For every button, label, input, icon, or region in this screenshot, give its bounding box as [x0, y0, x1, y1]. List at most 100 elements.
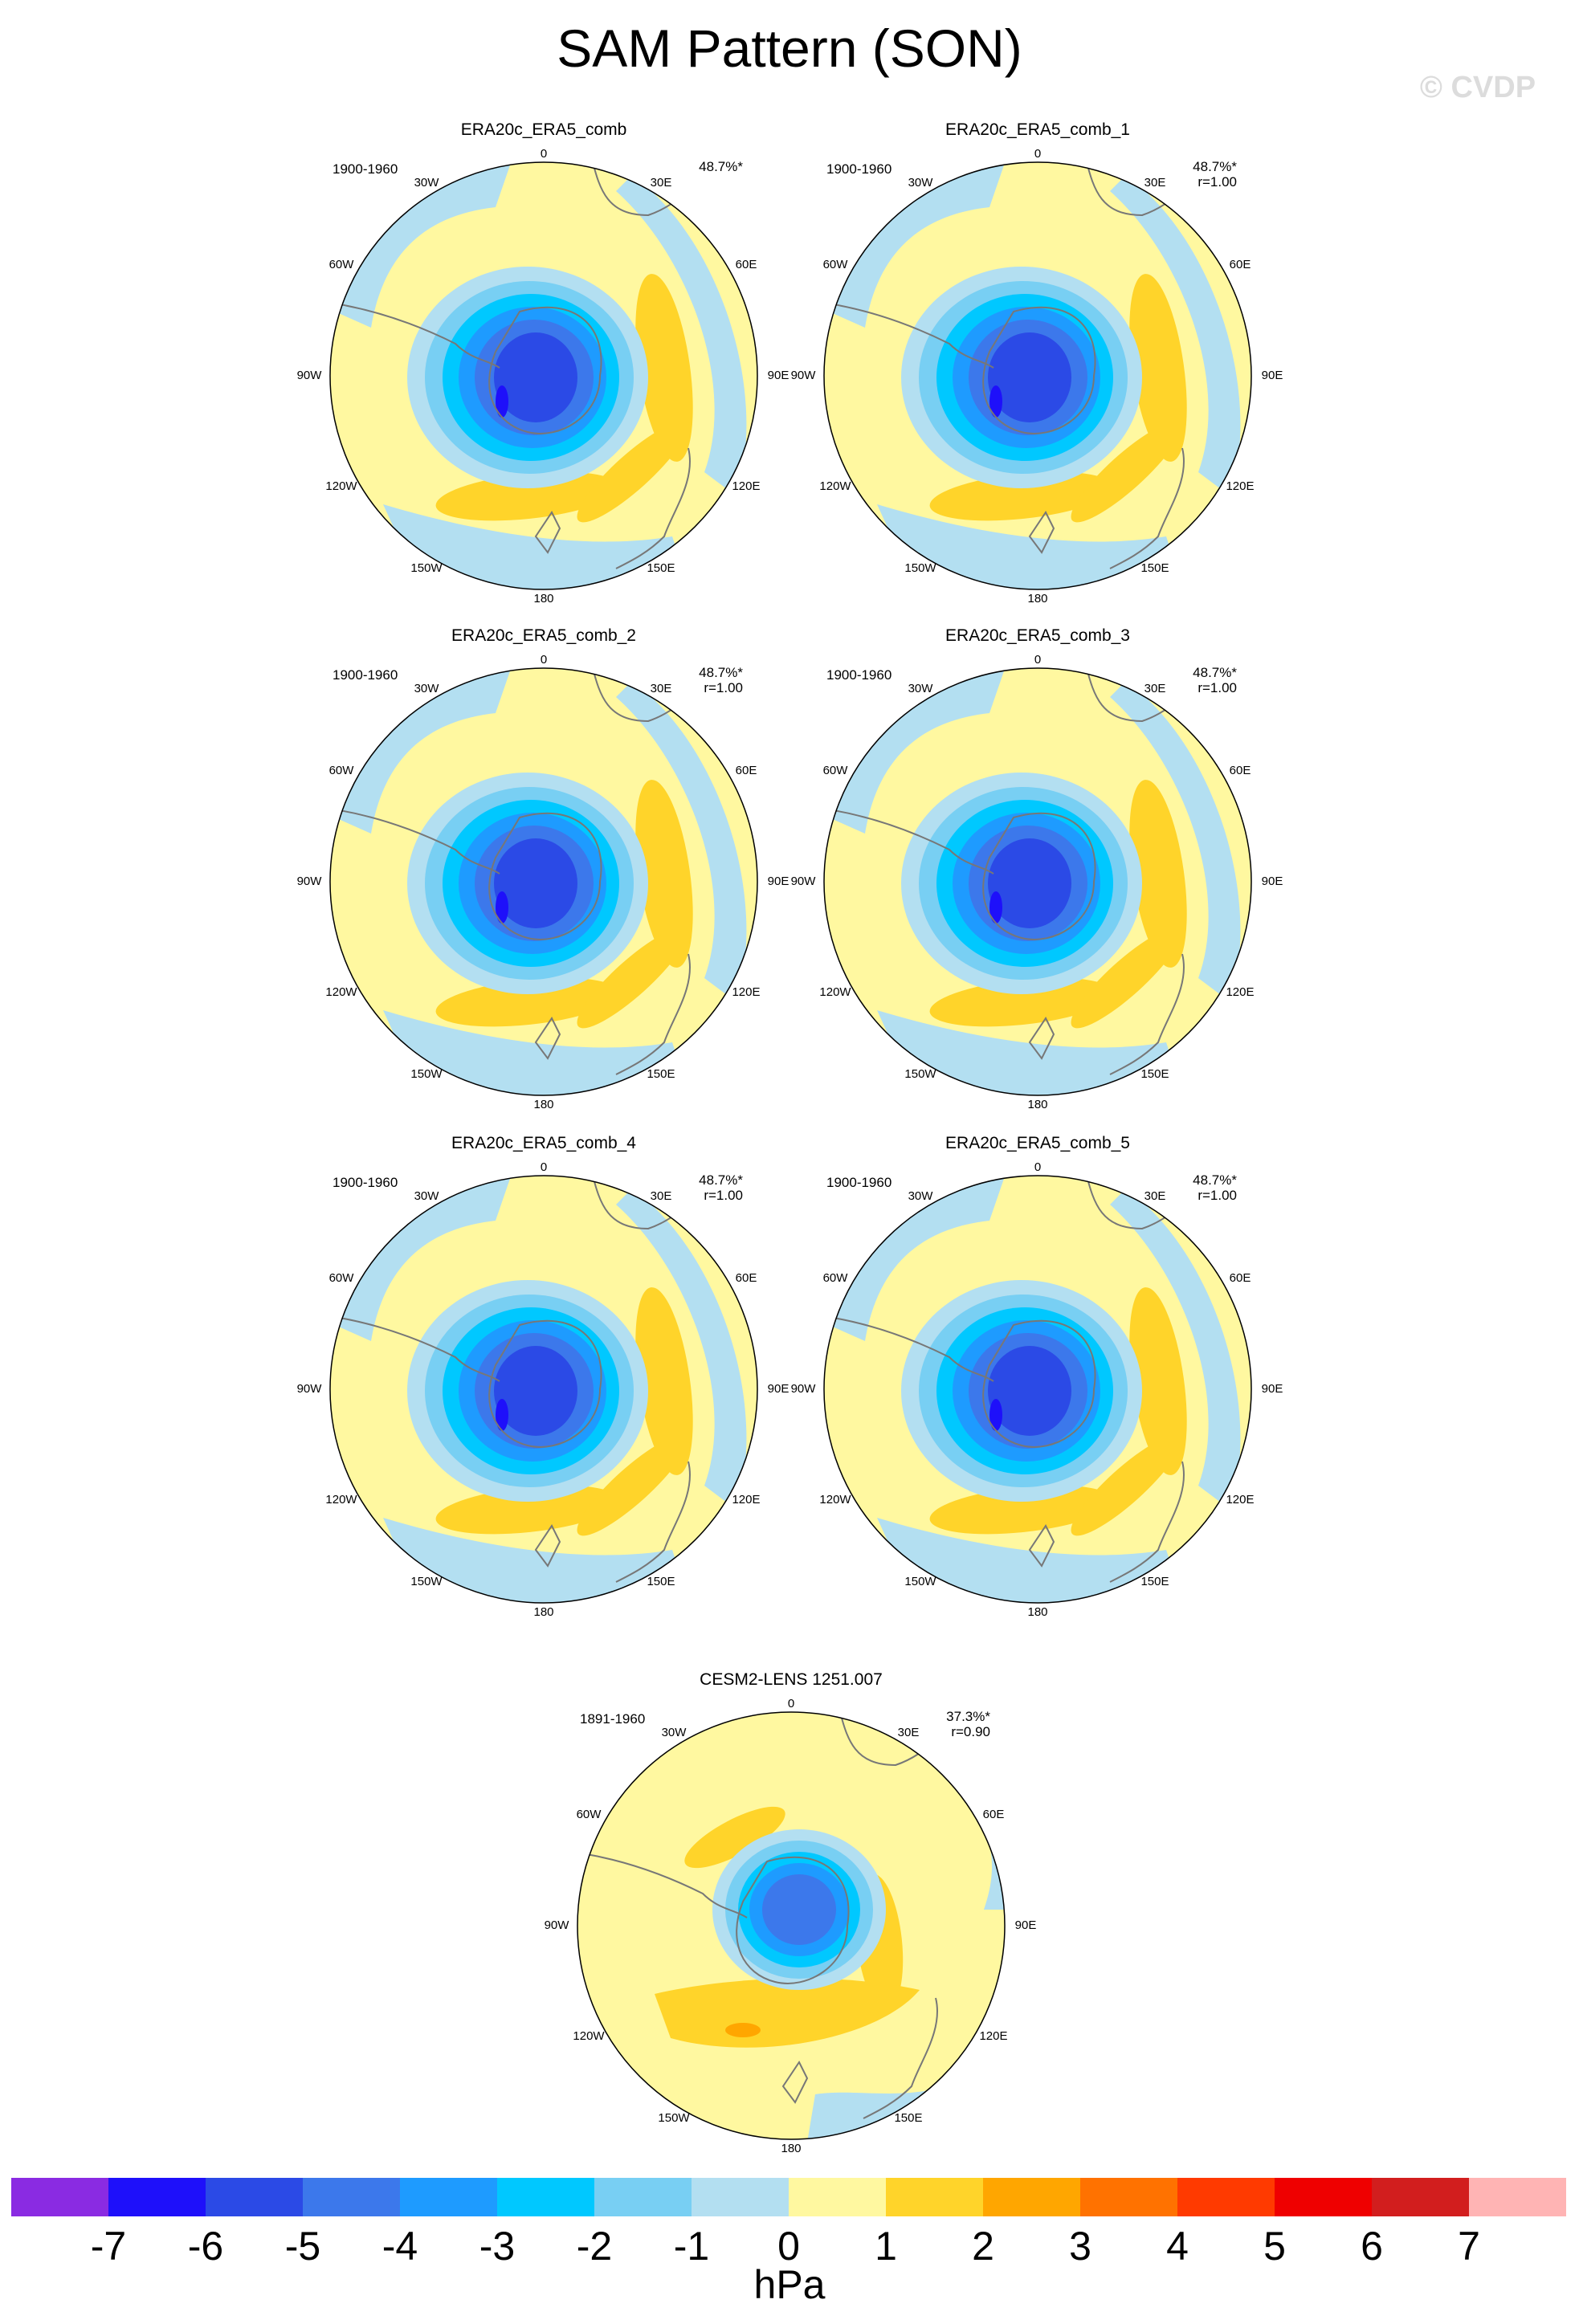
panel-variance-pct: 48.7%*	[1193, 159, 1237, 174]
field-contour-neg	[459, 307, 606, 448]
map-border	[329, 161, 758, 590]
lon-label-150W: 150W	[904, 561, 936, 575]
colorbar	[11, 2178, 1566, 2216]
new-zealand-outline	[781, 2061, 809, 2104]
field-pos-lobe-south	[655, 1978, 920, 2048]
lon-label-150E: 150E	[1140, 1575, 1169, 1588]
australia-outline	[1109, 447, 1185, 569]
lon-label-150E: 150E	[1140, 1067, 1169, 1081]
field-contour-neg	[953, 813, 1100, 954]
lon-label-180: 180	[1027, 1605, 1048, 1619]
lon-label-90W: 90W	[544, 1918, 569, 1932]
colorbar-swatch	[1275, 2178, 1373, 2216]
lon-label-120E: 120E	[732, 1493, 761, 1507]
lon-label-30W: 30W	[414, 1189, 439, 1203]
south-america-outline	[334, 1316, 500, 1382]
field-neg-band-south	[383, 1518, 688, 1603]
antarctica-outline	[488, 1319, 602, 1448]
colorbar-swatch	[11, 2178, 109, 2216]
south-america-outline	[334, 809, 500, 875]
colorbar-tick-label: 4	[1166, 2224, 1189, 2269]
field-contour-neg	[969, 826, 1087, 941]
lon-label-0: 0	[540, 653, 548, 667]
colorbar-tick-label: 7	[1458, 2224, 1480, 2269]
new-zealand-outline	[534, 1017, 561, 1060]
lon-label-120E: 120E	[1226, 985, 1255, 999]
antarctica-outline	[736, 1856, 850, 1984]
panel-title: ERA20c_ERA5_comb_3	[945, 626, 1130, 645]
colorbar-swatch	[1469, 2178, 1566, 2216]
field-contour-neg	[901, 267, 1142, 488]
lon-label-90W: 90W	[296, 369, 322, 382]
colorbar-tick-label: 6	[1361, 2224, 1383, 2269]
colorbar-tick-label: 1	[875, 2224, 897, 2269]
lon-label-90W: 90W	[790, 369, 816, 382]
lon-label-90W: 90W	[790, 875, 816, 888]
field-contour-neg	[407, 773, 648, 994]
field-neg-band-east	[616, 1189, 747, 1510]
lon-label-0: 0	[787, 1697, 795, 1710]
lon-label-150E: 150E	[647, 561, 675, 575]
panel-years: 1900-1960	[826, 1175, 892, 1190]
australia-outline	[615, 953, 691, 1075]
field-neg-band-east	[616, 681, 747, 1002]
lon-label-120W: 120W	[325, 1493, 357, 1507]
colorbar-tick-label: -5	[284, 2224, 321, 2269]
lon-label-60E: 60E	[735, 764, 757, 777]
lon-label-150E: 150E	[647, 1575, 675, 1588]
lon-label-30E: 30E	[650, 1189, 672, 1203]
lon-label-30W: 30W	[414, 682, 439, 695]
lon-label-60E: 60E	[735, 258, 757, 271]
field-contour-min	[496, 1399, 508, 1431]
field-contour-neg	[738, 1852, 860, 1967]
colorbar-units: hPa	[753, 2262, 826, 2307]
lon-label-90E: 90E	[1261, 875, 1283, 888]
field-neg-band-south	[877, 504, 1182, 589]
colorbar-swatch	[303, 2178, 401, 2216]
antarctica-outline	[488, 306, 602, 434]
antarctica-outline	[982, 812, 1096, 940]
panel-years: 1900-1960	[826, 667, 892, 683]
lon-label-0: 0	[1034, 653, 1042, 667]
colorbar-swatch	[1372, 2178, 1470, 2216]
field-neg-band-east	[616, 175, 747, 496]
map-border	[823, 1175, 1252, 1604]
new-zealand-outline	[1028, 1017, 1055, 1060]
colorbar-swatch	[400, 2178, 498, 2216]
field-contour-neg	[494, 1346, 577, 1436]
field-contour-neg	[459, 1320, 606, 1462]
field-neg-band-south	[383, 1010, 688, 1095]
field-contour-neg	[494, 838, 577, 928]
colorbar-swatch	[497, 2178, 595, 2216]
lon-label-30E: 30E	[1144, 176, 1166, 190]
lon-label-60W: 60W	[576, 1808, 602, 1821]
antarctica-outline	[488, 812, 602, 940]
lon-label-180: 180	[533, 1098, 554, 1111]
chart-title: SAM Pattern (SON)	[557, 18, 1022, 78]
field-contour-neg	[425, 281, 634, 474]
field-neg-band-south	[807, 2062, 984, 2139]
south-america-outline	[828, 1316, 994, 1382]
lon-label-60W: 60W	[822, 1271, 848, 1285]
field-neg-band-south	[877, 1518, 1182, 1603]
field-neg-band-east	[1110, 175, 1241, 496]
antarctica-outline	[982, 306, 1096, 434]
colorbar-tick-label: 5	[1263, 2224, 1286, 2269]
colorbar-tick-label: -3	[479, 2224, 516, 2269]
field-contour-neg	[919, 1295, 1128, 1487]
new-zealand-outline	[1028, 511, 1055, 554]
lon-label-30E: 30E	[897, 1726, 920, 1739]
lon-label-150W: 150W	[410, 561, 443, 575]
field-contour-max	[725, 2023, 761, 2037]
new-zealand-outline	[534, 1524, 561, 1568]
field-contour-neg	[936, 800, 1113, 967]
south-america-outline	[828, 809, 994, 875]
field-contour-neg	[953, 1320, 1100, 1462]
colorbar-swatch	[886, 2178, 984, 2216]
lon-label-120W: 120W	[819, 985, 851, 999]
colorbar-tick-label: 2	[972, 2224, 994, 2269]
field-contour-neg	[725, 1841, 873, 1979]
field-contour-neg	[425, 1295, 634, 1487]
